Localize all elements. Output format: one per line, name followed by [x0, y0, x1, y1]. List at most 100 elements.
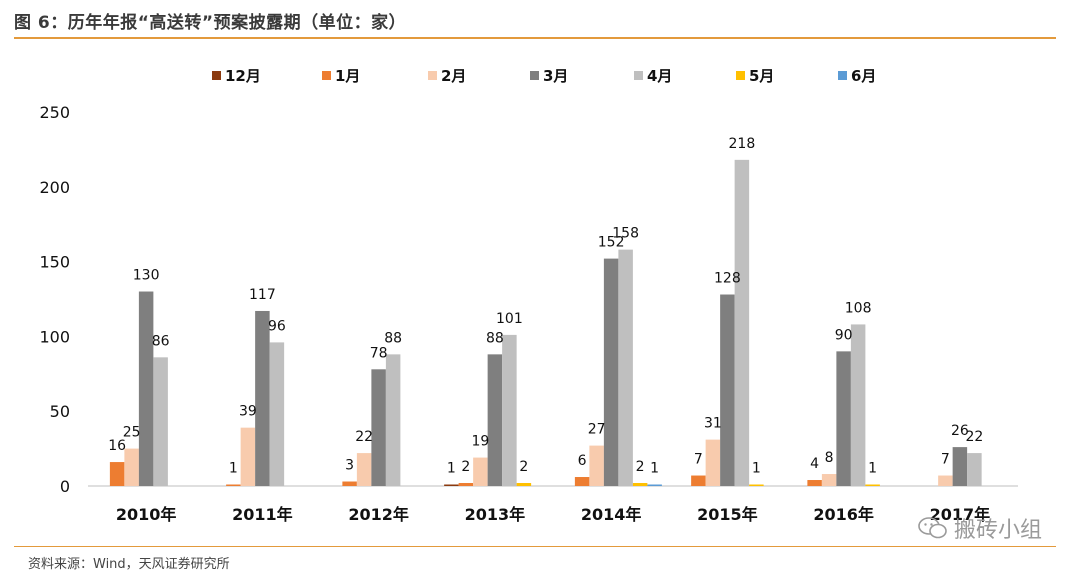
data-label: 19: [471, 434, 489, 450]
legend-label: 6月: [851, 67, 876, 85]
y-tick-label: 250: [39, 103, 70, 122]
x-category-label: 2016年: [813, 505, 874, 524]
bar: [734, 159, 750, 486]
x-category-label: 2010年: [116, 505, 177, 524]
bar: [153, 357, 168, 486]
bar: [240, 427, 256, 486]
data-label: 78: [370, 345, 388, 361]
bar: [371, 369, 386, 486]
source-note: 资料来源：Wind，天风证券研究所: [28, 557, 230, 572]
data-label: 2: [519, 459, 528, 475]
bar: [574, 477, 590, 486]
page-title: 图 6：历年年报“高送转”预案披露期（单位：家）: [14, 13, 407, 33]
data-label: 108: [845, 300, 872, 316]
data-label: 101: [496, 311, 523, 327]
data-label: 1: [868, 461, 877, 477]
bar-group: [109, 159, 982, 486]
bar: [821, 474, 837, 486]
data-label: 4: [810, 456, 819, 472]
data-label: 8: [825, 450, 834, 466]
bar: [807, 480, 822, 486]
header-divider: [14, 37, 1056, 39]
bar: [473, 457, 488, 486]
bar: [938, 475, 953, 486]
bar: [342, 481, 357, 486]
bar: [691, 475, 706, 486]
data-label: 27: [588, 422, 606, 438]
x-category-label: 2012年: [348, 505, 409, 524]
data-label: 22: [355, 429, 373, 445]
y-tick-label: 0: [60, 477, 70, 496]
data-label: 88: [384, 330, 402, 346]
data-label: 158: [612, 226, 639, 242]
y-tick-label: 50: [50, 402, 70, 421]
data-label: 6: [578, 453, 587, 469]
bar: [850, 324, 866, 486]
data-label: 25: [123, 425, 141, 441]
data-label: 130: [133, 268, 160, 284]
data-label: 1: [229, 461, 238, 477]
x-category-label: 2013年: [465, 505, 526, 524]
bar: [385, 354, 401, 486]
bar: [226, 484, 241, 486]
x-category-label: 2015年: [697, 505, 758, 524]
bar: [589, 445, 604, 486]
chart-legend: 12月 1月 2月 3月 4月 5月 6月: [212, 67, 876, 85]
x-axis-categories: 2010年 2011年 2012年 2013年 2014年 2015年 2016年 2017年: [116, 505, 990, 524]
x-category-label: 2017年: [930, 505, 991, 524]
legend-swatch: [838, 71, 847, 80]
bar: [444, 484, 459, 486]
data-label: 128: [714, 271, 741, 287]
data-label: 3: [345, 458, 354, 474]
x-category-label: 2014年: [581, 505, 642, 524]
bar: [952, 447, 968, 486]
data-label: 2: [461, 459, 470, 475]
legend-label: 3月: [543, 67, 568, 85]
x-category-label: 2011年: [232, 505, 293, 524]
legend-swatch: [530, 71, 539, 80]
data-label: 117: [249, 287, 276, 303]
data-label: 88: [486, 330, 504, 346]
watermark-text: 搬砖小组: [953, 518, 1042, 543]
legend-swatch: [736, 71, 745, 80]
bar: [618, 249, 633, 486]
bar: [109, 462, 125, 486]
bar: [967, 453, 982, 486]
legend-label: 5月: [749, 67, 774, 85]
bar: [124, 448, 139, 486]
legend-label: 4月: [647, 67, 672, 85]
data-label: 218: [729, 136, 756, 152]
footer-divider: [14, 546, 1056, 547]
data-label: 1: [752, 461, 761, 477]
bar: [603, 258, 619, 486]
legend-label: 12月: [225, 67, 261, 85]
bar: [720, 294, 735, 486]
data-label: 2: [636, 459, 645, 475]
bar: [632, 483, 648, 486]
data-label: 7: [694, 452, 703, 468]
data-label: 16: [108, 438, 126, 454]
bar: [138, 291, 154, 486]
watermark: 搬砖小组: [918, 512, 1042, 544]
bar: [458, 483, 474, 486]
data-label: 1: [447, 461, 456, 477]
bar: [487, 354, 503, 486]
y-tick-label: 150: [39, 253, 70, 272]
bar: [356, 453, 372, 486]
legend-swatch: [212, 71, 221, 80]
legend-label: 1月: [335, 67, 360, 85]
legend-swatch: [634, 71, 643, 80]
bar: [647, 484, 662, 486]
legend-swatch: [322, 71, 331, 80]
data-label: 152: [598, 235, 625, 251]
data-label: 90: [835, 327, 853, 343]
data-label: 39: [239, 404, 257, 420]
data-label: 96: [268, 318, 286, 334]
bar: [749, 484, 764, 486]
bar: [865, 484, 880, 486]
y-tick-label: 200: [39, 178, 70, 197]
y-tick-label: 100: [39, 327, 70, 346]
y-axis: 0 50 100 150 200 250: [39, 103, 70, 496]
